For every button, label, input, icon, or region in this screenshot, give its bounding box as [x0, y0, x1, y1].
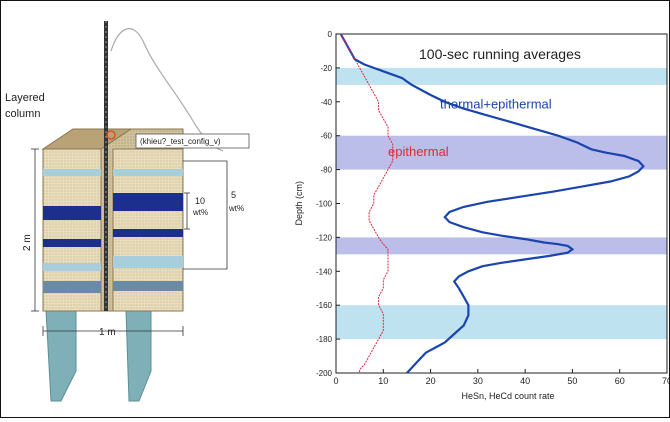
annotation-thermal-epithermal: thermal+epithermal: [440, 97, 552, 112]
pct-a-unit: wt%: [192, 208, 208, 217]
layer-dark-blue: [113, 193, 183, 211]
layer-gray-blue: [113, 281, 183, 291]
stand-leg-right: [125, 295, 152, 402]
y-tick-label: -180: [316, 335, 333, 344]
x-tick-label: 70: [662, 376, 669, 386]
width-dimension-label: 1 m: [99, 327, 116, 338]
layered-column-diagram: Layered column (khieu?_test_config_v) 2 …: [5, 21, 250, 402]
series-annotations: thermal+epithermal epithermal: [388, 97, 552, 159]
shaded-band: [336, 305, 667, 340]
x-axis-label: HeSn, HeCd count rate: [462, 391, 555, 401]
x-tick-label: 10: [378, 376, 388, 386]
pct-a-value: 10: [195, 196, 205, 206]
y-tick-label: -40: [320, 98, 332, 107]
config-tag: (khieu?_test_config_v): [140, 137, 221, 146]
pct-b-unit: wt%: [228, 204, 244, 213]
x-tick-label: 20: [426, 376, 436, 386]
shaded-band: [336, 237, 667, 255]
diagram-label-line1: Layered: [5, 92, 45, 104]
chart-title: 100-sec running averages: [419, 46, 581, 62]
x-tick-label: 40: [520, 376, 530, 386]
layer-light: [43, 169, 101, 176]
stand-leg-left: [45, 295, 77, 402]
y-axis-ticks: 0 -20 -40 -60 -80 -100 -120 -140 -160 -180 -200: [316, 30, 340, 378]
depth-count-chart: 0 -20 -40 -60 -80 -100 -120 -140 -160 -180 -200 0 1…: [294, 30, 670, 401]
y-tick-label: -60: [320, 132, 332, 141]
y-tick-label: -200: [316, 369, 333, 378]
series-lines: [339, 33, 645, 374]
series-line-thermal-epithermal: [339, 33, 645, 374]
x-tick-label: 0: [333, 376, 338, 386]
y-tick-label: -120: [316, 233, 333, 242]
series-line-epithermal: [340, 33, 394, 373]
layer-dark-blue: [43, 206, 101, 220]
layer-dark-blue: [43, 239, 101, 247]
x-axis-ticks: 0 10 20 30 40 50 60 70: [333, 369, 670, 386]
layer-light: [113, 169, 183, 176]
annotation-epithermal: epithermal: [388, 144, 449, 159]
pct-b-value: 5: [231, 190, 236, 200]
layer-gray-blue: [43, 281, 101, 293]
layer-light: [113, 256, 183, 268]
x-tick-label: 60: [615, 376, 625, 386]
height-dimension-label: 2 m: [22, 234, 33, 251]
layer-light: [43, 263, 101, 271]
y-tick-label: -80: [320, 166, 332, 175]
y-tick-label: -20: [320, 64, 332, 73]
diagram-label-line2: column: [5, 108, 40, 120]
shaded-band: [336, 135, 667, 170]
y-axis-label: Depth (cm): [294, 181, 304, 226]
y-tick-label: 0: [328, 30, 333, 39]
pct-b-bracket: [183, 160, 228, 270]
shaded-bands: [336, 67, 667, 340]
shaded-band: [336, 67, 667, 85]
x-tick-label: 30: [473, 376, 483, 386]
layer-dark-blue: [113, 229, 183, 237]
y-tick-label: -140: [316, 267, 333, 276]
x-tick-label: 50: [567, 376, 577, 386]
y-tick-label: -100: [316, 200, 333, 209]
config-tag-box: [135, 133, 250, 149]
probe-marker: [106, 130, 116, 140]
y-tick-label: -160: [316, 301, 333, 310]
